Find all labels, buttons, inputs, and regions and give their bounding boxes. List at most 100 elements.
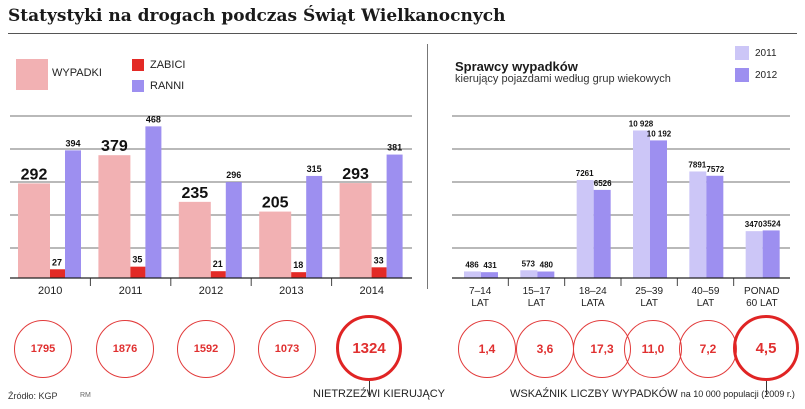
label-2011-7–14-LAT: 486 [465, 260, 479, 269]
xtick-15–17-LAT-line1: 15–17 [523, 286, 551, 297]
author-credit: RM [80, 392, 91, 399]
label-wypadki-2013: 205 [262, 195, 289, 212]
right-chart-subtitle: kierujący pojazdami według grup wiekowyc… [455, 73, 671, 85]
bar-zabici-2014 [371, 267, 387, 278]
bar-wypadki-2013 [259, 211, 292, 278]
legend-swatch-2011 [735, 46, 749, 60]
bar-zabici-2011 [130, 266, 146, 278]
legend-label-2012: 2012 [755, 70, 778, 81]
nietrzezwi-circle-2012: 1592 [177, 320, 235, 378]
right-chart-title: Sprawcy wypadków [455, 59, 578, 74]
bar-ranni-2011 [145, 126, 162, 278]
bar-ranni-2014 [386, 154, 403, 278]
xtick-15–17-LAT-line2: LAT [528, 298, 546, 309]
label-ranni-2014: 381 [387, 143, 402, 153]
wskaznik-caption-small: na 10 000 populacji (2009 r.) [680, 389, 795, 399]
xtick-2010: 2010 [38, 285, 62, 297]
caption-connector-left [369, 381, 370, 395]
label-wypadki-2012: 235 [181, 185, 208, 202]
label-zabici-2010: 27 [52, 257, 62, 267]
bar-2012-15–17-LAT [537, 271, 555, 278]
bar-wypadki-2010 [18, 183, 50, 278]
label-2012-25–39-LAT: 10 192 [647, 129, 672, 138]
bar-zabici-2013 [291, 272, 307, 278]
legend-swatch-zabici [132, 59, 144, 71]
xtick-2012: 2012 [199, 285, 223, 297]
nietrzezwi-circle-2011: 1876 [96, 320, 154, 378]
nietrzezwi-circle-2013: 1073 [258, 320, 316, 378]
bar-2012-7–14-LAT [481, 272, 498, 278]
wskaznik-caption-main: WSKAŹNIK LICZBY WYPADKÓW [510, 388, 678, 400]
wskaznik-circle-18-24: 17,3 [573, 320, 631, 378]
wskaznik-circle-15-17: 3,6 [516, 320, 574, 378]
legend-label-zabici: ZABICI [150, 59, 186, 71]
label-2012-15–17-LAT: 480 [540, 261, 554, 270]
label-ranni-2011: 468 [146, 114, 161, 124]
xtick-7–14-LAT-line2: LAT [471, 298, 489, 309]
xtick-2014: 2014 [360, 285, 384, 297]
label-2011-18–24-LATA: 7261 [576, 169, 594, 178]
page-title: Statystyki na drogach podczas Świąt Wiel… [8, 6, 506, 26]
label-2012-18–24-LATA: 6526 [594, 179, 612, 188]
label-ranni-2012: 296 [226, 170, 241, 180]
bar-2012-PONAD-60-LAT [762, 230, 780, 278]
nietrzezwi-circle-2010: 1795 [14, 320, 72, 378]
xtick-25–39-LAT-line2: LAT [640, 298, 658, 309]
xtick-7–14-LAT-line1: 7–14 [469, 286, 492, 297]
legend-swatch-2012 [735, 68, 749, 82]
label-ranni-2010: 394 [65, 138, 80, 148]
legend-swatch-ranni [132, 80, 144, 92]
panel-divider [427, 44, 428, 289]
legend-label-wypadki: WYPADKI [52, 67, 102, 79]
label-zabici-2014: 33 [374, 255, 384, 265]
bar-2011-PONAD-60-LAT [745, 231, 763, 278]
label-2012-40–59-LAT: 7572 [706, 165, 724, 174]
title-rule [8, 33, 797, 34]
label-ranni-2013: 315 [307, 164, 322, 174]
bar-zabici-2010 [50, 269, 65, 278]
label-wypadki-2011: 379 [101, 138, 128, 155]
xtick-2013: 2013 [279, 285, 303, 297]
label-2011-PONAD-60-LAT: 3470 [745, 220, 763, 229]
label-wypadki-2010: 292 [21, 166, 48, 183]
xtick-18–24-LATA-line1: 18–24 [579, 286, 607, 297]
bar-2011-40–59-LAT [689, 171, 707, 278]
xtick-PONAD-60-LAT-line1: PONAD [744, 286, 780, 297]
label-zabici-2011: 35 [132, 255, 142, 265]
bar-wypadki-2014 [339, 183, 372, 278]
xtick-25–39-LAT-line1: 25–39 [635, 286, 663, 297]
wskaznik-circle-40-59: 7,2 [679, 320, 737, 378]
bar-2012-25–39-LAT [650, 140, 667, 278]
label-2011-25–39-LAT: 10 928 [629, 119, 654, 128]
bar-zabici-2012 [210, 271, 226, 278]
label-wypadki-2014: 293 [342, 166, 369, 183]
xtick-40–59-LAT-line1: 40–59 [692, 286, 720, 297]
wskaznik-circle-7-14: 1,4 [458, 320, 516, 378]
nietrzezwi-caption: NIETRZEŹWI KIERUJĄCY [313, 388, 446, 400]
caption-connector-right [766, 381, 767, 395]
wskaznik-circle-25-39: 11,0 [624, 320, 682, 378]
source-note: Źródło: KGP [8, 391, 58, 401]
label-2011-15–17-LAT: 573 [522, 259, 536, 268]
bar-2011-25–39-LAT [633, 130, 650, 278]
wskaznik-caption: WSKAŹNIK LICZBY WYPADKÓW na 10 000 popul… [510, 388, 795, 400]
wskaznik-circle-60-plus: 4,5 [733, 315, 799, 381]
bar-ranni-2013 [306, 175, 323, 278]
nietrzezwi-circle-2014: 1324 [336, 315, 402, 381]
xtick-40–59-LAT-line2: LAT [697, 298, 715, 309]
bar-wypadki-2011 [98, 155, 131, 278]
xtick-2011: 2011 [119, 285, 143, 297]
bar-2011-15–17-LAT [520, 270, 538, 278]
label-zabici-2013: 18 [293, 260, 303, 270]
bar-2012-40–59-LAT [706, 175, 724, 278]
bar-2011-18–24-LATA [576, 179, 594, 278]
label-2012-PONAD-60-LAT: 3524 [763, 219, 781, 228]
label-2011-40–59-LAT: 7891 [688, 160, 706, 169]
bar-2012-18–24-LATA [593, 189, 611, 278]
xtick-18–24-LATA-line2: LATA [581, 298, 605, 309]
label-2012-7–14-LAT: 431 [483, 261, 497, 270]
bar-2011-7–14-LAT [464, 271, 481, 278]
legend-swatch-wypadki [16, 59, 48, 90]
label-zabici-2012: 21 [213, 259, 223, 269]
